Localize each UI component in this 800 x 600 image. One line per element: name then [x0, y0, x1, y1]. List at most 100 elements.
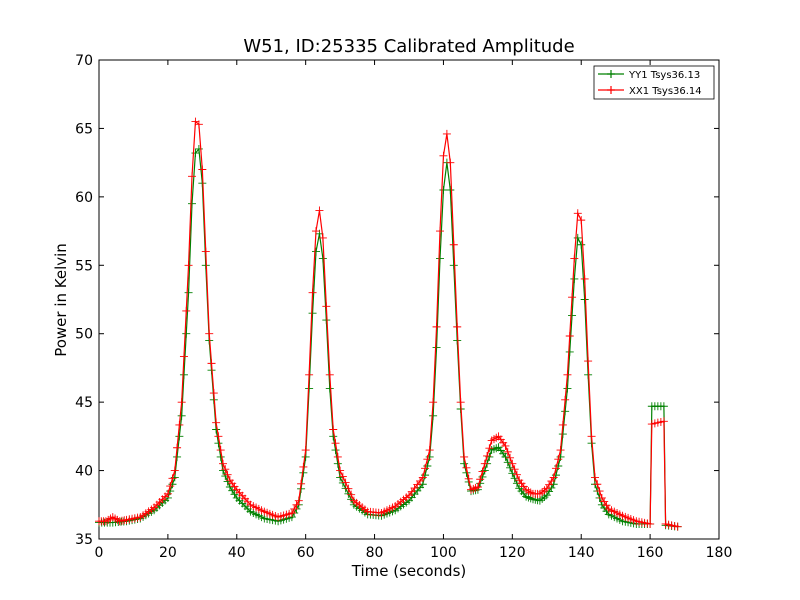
series-line-1	[99, 120, 678, 528]
data-point	[168, 474, 177, 483]
data-point	[308, 309, 317, 318]
tick-layer: 0 20 40 60 80 100 120 140 160 180 35 40 45 50 55 60 65 70	[75, 53, 732, 561]
data-point	[551, 464, 560, 473]
data-point	[485, 444, 494, 453]
data-point	[432, 322, 441, 331]
data-point	[558, 420, 567, 429]
data-point	[318, 233, 327, 242]
data-point	[436, 227, 444, 236]
legend-entry-xx1: XX1 Tsys36.14	[598, 86, 702, 97]
data-point	[188, 172, 196, 181]
plot-frame	[98, 59, 720, 540]
x-tick-label: 180	[706, 545, 733, 561]
data-point	[673, 522, 682, 531]
data-point	[659, 402, 668, 411]
data-point	[191, 149, 200, 158]
data-point	[201, 247, 210, 256]
data-point	[503, 458, 512, 467]
data-point	[341, 478, 350, 487]
data-point	[305, 370, 314, 379]
data-point	[223, 470, 232, 479]
data-point	[312, 247, 320, 256]
data-point	[418, 473, 427, 482]
legend: YY1 Tsys36.13 XX1 Tsys36.14	[593, 65, 715, 100]
data-point	[568, 293, 577, 302]
data-point	[207, 359, 216, 368]
data-point	[297, 479, 306, 488]
data-point	[561, 395, 570, 404]
data-point	[299, 462, 308, 471]
data-point	[501, 441, 510, 450]
data-point	[577, 240, 586, 249]
data-point	[170, 466, 179, 475]
data-point	[221, 465, 230, 474]
legend-label-yy1: YY1 Tsys36.13	[628, 70, 700, 81]
data-point	[216, 452, 225, 461]
data-point	[182, 329, 191, 338]
data-point	[182, 306, 191, 315]
data-point	[439, 151, 448, 160]
x-tick-label: 40	[228, 545, 246, 561]
data-point	[508, 469, 517, 478]
data-point	[209, 389, 218, 398]
data-point	[294, 496, 303, 505]
data-point	[315, 206, 324, 215]
data-point	[331, 439, 340, 448]
x-tick-label: 20	[159, 545, 177, 561]
data-point	[573, 233, 582, 242]
y-tick-label: 35	[75, 532, 93, 548]
data-point	[556, 446, 565, 455]
data-point	[580, 274, 589, 283]
data-point	[480, 459, 489, 468]
data-point	[301, 446, 310, 455]
data-point	[476, 475, 485, 484]
plot-area: 0 20 40 60 80 100 120 140 160 180 35 40 45 50 55 60 65 70	[75, 53, 732, 561]
data-point	[460, 459, 469, 468]
x-tick-label: 120	[499, 545, 526, 561]
data-point	[595, 487, 604, 496]
data-point	[436, 254, 444, 263]
data-point	[501, 452, 510, 461]
data-point	[549, 473, 558, 482]
data-point	[290, 504, 299, 513]
data-point	[573, 209, 582, 218]
data-point	[344, 484, 353, 493]
data-point	[449, 261, 458, 270]
data-point	[338, 472, 347, 481]
data-point	[429, 398, 438, 407]
data-point	[577, 216, 586, 225]
data-point	[163, 489, 172, 498]
x-tick-label: 80	[366, 545, 384, 561]
data-point	[329, 432, 338, 441]
series-layer	[95, 117, 682, 531]
data-point	[473, 482, 482, 491]
data-point	[568, 311, 577, 320]
y-tick-label: 70	[75, 53, 93, 69]
data-point	[478, 467, 487, 476]
data-point	[483, 451, 492, 460]
legend-label-xx1: XX1 Tsys36.14	[629, 86, 702, 97]
legend-marker-yy1	[607, 70, 615, 78]
data-point	[580, 295, 589, 304]
data-point	[446, 186, 455, 195]
series-line-0	[99, 147, 678, 528]
data-point	[512, 470, 521, 479]
legend-marker-xx1	[607, 86, 615, 94]
data-point	[173, 452, 182, 461]
data-point	[584, 357, 593, 366]
data-point	[429, 411, 438, 420]
data-point	[570, 274, 579, 283]
data-point	[166, 482, 175, 491]
data-point	[318, 254, 327, 263]
x-tick-label: 0	[95, 545, 104, 561]
data-point	[503, 447, 512, 456]
data-point	[216, 446, 225, 455]
y-tick-label: 65	[75, 121, 93, 137]
data-point	[462, 463, 471, 472]
data-point	[563, 384, 572, 393]
data-point	[194, 144, 203, 153]
data-point	[456, 398, 465, 407]
data-point	[464, 474, 473, 483]
data-point	[325, 370, 334, 379]
